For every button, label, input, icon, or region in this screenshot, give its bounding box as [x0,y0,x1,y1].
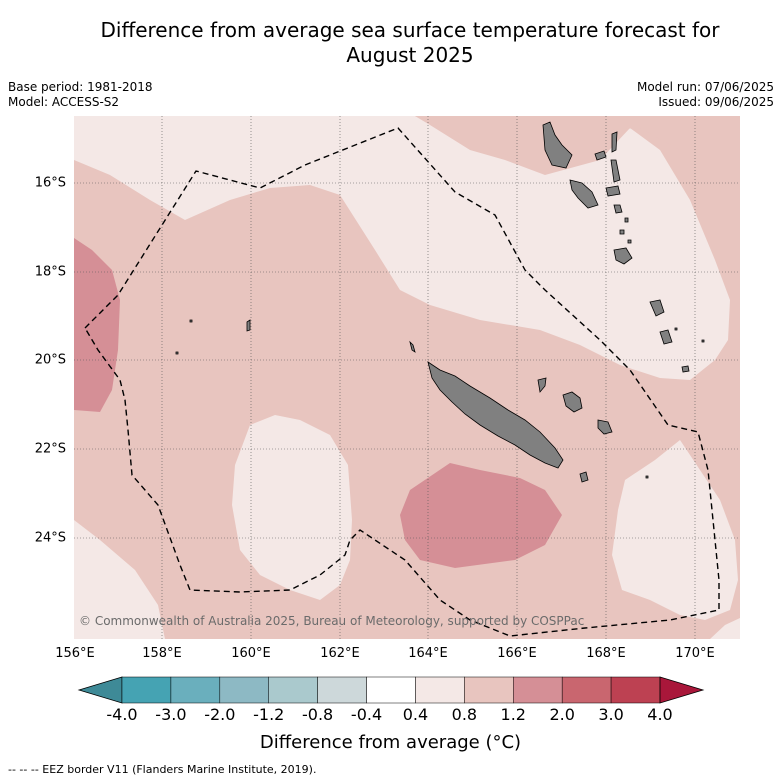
colorbar-tick-label: 2.0 [549,705,575,724]
vanuatu-tanna [659,329,673,345]
colorbar-swatch [317,676,367,704]
anomaly-light-zone-north [74,116,730,380]
vanuatu-pentecost [610,159,621,183]
lon-label-156e: 156°E [55,646,95,661]
lon-label-158e: 158°E [142,646,182,661]
dot-islet-1 [189,319,193,323]
lon-label-162e: 162°E [320,646,360,661]
meta-left: Base period: 1981-2018 Model: ACCESS-S2 [8,80,153,110]
loyalty-island-mare [597,419,613,435]
isle-of-pines [579,471,589,483]
lat-label-16s: 16°S [34,175,66,191]
colorbar-tick-label: 0.4 [402,705,429,724]
dot-islet-3 [674,327,678,331]
colorbar-tick-label: -2.0 [204,705,236,724]
vanuatu-small-isle-2 [619,229,625,235]
colorbar-swatch [415,676,465,704]
lat-label-18s: 18°S [34,264,66,280]
gridlines [74,116,740,639]
colorbar-tick-label: 4.0 [647,705,673,724]
colorbar-swatch [366,676,416,704]
colorbar-title: Difference from average (°C) [259,732,522,753]
colorbar-swatch [268,676,318,704]
colorbar-tick-label: 1.2 [500,705,526,724]
lon-label-166e: 166°E [497,646,537,661]
vanuatu-espiritu-santo [542,121,573,169]
loyalty-island-ouvea [537,377,547,393]
lon-label-160e: 160°E [231,646,271,661]
colorbar-swatch [219,676,269,704]
colorbar-tick-label: 3.0 [598,705,624,724]
vanuatu-erromango [649,299,665,317]
lat-label-24s: 24°S [34,530,66,546]
title-line-1: Difference from average sea surface temp… [100,18,720,42]
lat-label-22s: 22°S [34,441,66,457]
lat-label-20s: 20°S [34,352,66,368]
anomaly-mid-zone-northeast [415,116,740,225]
dot-islet-2 [175,351,179,355]
belep-islands [409,340,416,353]
colorbar-extend-high [659,676,705,704]
vanuatu-ambae [594,150,607,161]
base-period: Base period: 1981-2018 [8,80,153,94]
colorbar-swatch [610,676,661,704]
model-run: Model run: 07/06/2025 [636,80,774,94]
copyright-notice: © Commonwealth of Australia 2025, Bureau… [79,614,585,628]
model-name: Model: ACCESS-S2 [8,95,120,109]
vanuatu-efate [613,247,633,265]
title: Difference from average sea surface temp… [40,18,780,68]
vanuatu-small-isle-3 [627,239,632,244]
vanuatu-maewo [611,131,618,153]
anomaly-warm-zone-south [400,463,562,568]
lon-label-164e: 164°E [408,646,448,661]
vanuatu-malekula [569,179,599,209]
colorbar-tick-label: -4.0 [106,705,138,724]
vanuatu-aneityum [681,365,690,373]
chesterfield-island [246,319,251,332]
loyalty-island-lifou [562,391,583,413]
anomaly-warm-zone-west [74,238,120,412]
anomaly-light-zone-east [612,440,738,620]
colorbar-tick-label: 0.8 [451,705,478,724]
colorbar-tick-label: -3.0 [155,705,187,724]
colorbar-tick-label: -1.2 [253,705,285,724]
eez-border [84,127,720,637]
colorbar-extend-low [77,676,123,704]
anomaly-light-zone-southwest [232,415,352,600]
anomaly-light-zone-southeast [710,618,740,639]
dot-islet-5 [645,475,649,479]
colorbar-swatch [121,676,172,704]
dot-islet-4 [701,339,705,343]
new-caledonia-land [427,361,564,469]
vanuatu-epi [613,204,623,214]
colorbar-swatch [464,676,514,704]
lon-label-168e: 168°E [586,646,626,661]
colorbar-tick-label: -0.8 [302,705,334,724]
colorbar-swatch [170,676,221,704]
vanuatu-small-isle-1 [624,217,629,223]
colorbar-tick-label: -0.4 [350,705,383,724]
issued-date: Issued: 09/06/2025 [658,95,774,109]
colorbar-swatch [561,676,612,704]
lon-label-170e: 170°E [675,646,715,661]
vanuatu-ambrym [605,185,621,197]
anomaly-light-zone-corner [74,520,165,639]
meta-right: Model run: 07/06/2025 Issued: 09/06/2025 [637,80,774,110]
land-masses [175,121,705,483]
colorbar-swatch [513,676,563,704]
colorbar [77,676,705,704]
footer-note: -- -- -- EEZ border V11 (Flanders Marine… [8,763,317,776]
title-line-2: August 2025 [346,43,474,67]
